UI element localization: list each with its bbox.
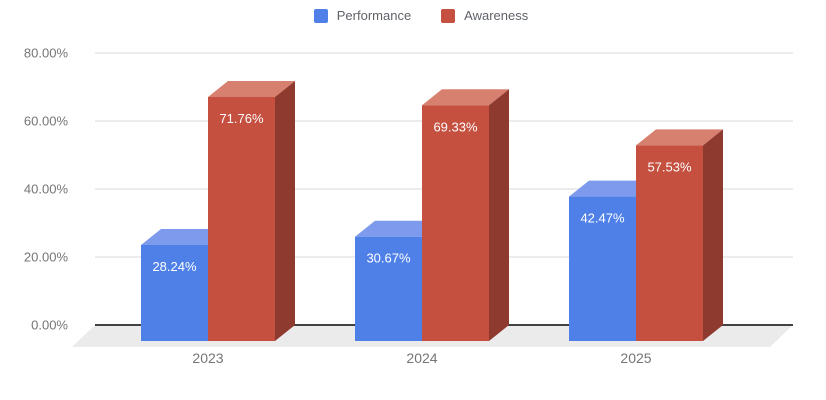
bar-performance-2024[interactable] — [355, 236, 422, 341]
bar-performance-2025[interactable] — [569, 196, 636, 341]
x-category-label: 2025 — [620, 350, 651, 366]
y-tick-label: 60.00% — [24, 114, 69, 129]
bar-performance-2023[interactable] — [141, 244, 208, 341]
bar-awareness-2024[interactable] — [422, 105, 489, 341]
bar-awareness-2024-side-face[interactable] — [489, 89, 509, 341]
bar-awareness-2023-top-face[interactable] — [208, 81, 295, 98]
bar-awareness-2025-side-face[interactable] — [703, 129, 723, 341]
bar-value-label: 57.53% — [647, 159, 692, 174]
legend-swatch-performance-icon — [313, 8, 328, 23]
bar-awareness-2023-side-face[interactable] — [275, 81, 295, 342]
x-category-label: 2023 — [192, 350, 223, 366]
bar-value-label: 42.47% — [580, 211, 625, 226]
bar-value-label: 71.76% — [219, 111, 264, 126]
y-tick-label: 40.00% — [24, 182, 69, 197]
bar-performance-2023-top-face[interactable] — [141, 228, 228, 245]
bar-performance-2024-top-face[interactable] — [355, 220, 442, 237]
legend-label-awareness: Awareness — [464, 8, 529, 23]
y-tick-label: 0.00% — [31, 318, 68, 333]
bar-value-label: 69.33% — [433, 119, 478, 134]
bar-performance-2025-top-face[interactable] — [569, 180, 656, 197]
y-tick-label: 80.00% — [24, 46, 69, 61]
legend-swatch-awareness-icon — [441, 8, 456, 23]
legend-item-performance[interactable]: Performance — [313, 8, 412, 23]
bar-awareness-2024-top-face[interactable] — [422, 89, 509, 106]
y-tick-label: 20.00% — [24, 250, 69, 265]
bar-awareness-2025[interactable] — [636, 145, 703, 341]
x-category-label: 2024 — [406, 350, 437, 366]
legend-label-performance: Performance — [336, 8, 412, 23]
bar-value-label: 28.24% — [152, 259, 197, 274]
bar-awareness-2025-top-face[interactable] — [636, 129, 723, 146]
bar-awareness-2023[interactable] — [208, 97, 275, 342]
legend-item-awareness[interactable]: Awareness — [441, 8, 528, 23]
bar-value-label: 30.67% — [366, 251, 411, 266]
chart-legend: Performance Awareness — [0, 8, 826, 23]
